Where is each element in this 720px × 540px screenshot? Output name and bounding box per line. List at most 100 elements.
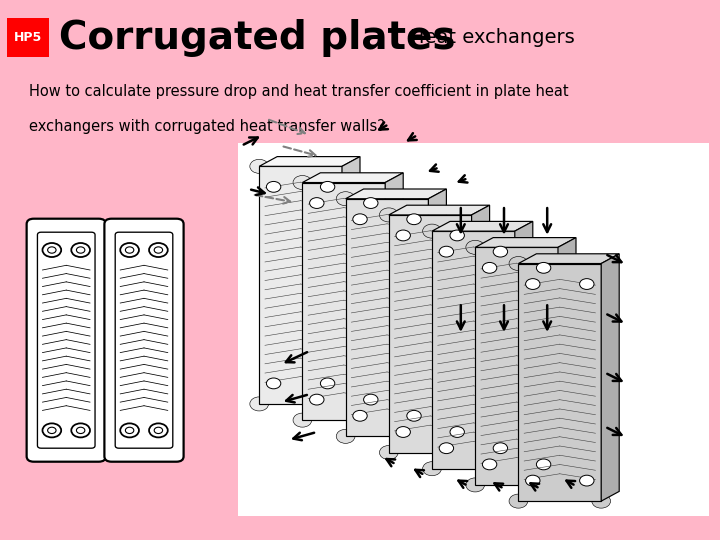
Text: HP5: HP5 — [14, 31, 42, 44]
Text: Corrugated plates: Corrugated plates — [59, 19, 456, 57]
Circle shape — [125, 247, 134, 253]
Circle shape — [580, 475, 594, 486]
Polygon shape — [389, 205, 490, 215]
Circle shape — [293, 413, 312, 427]
Circle shape — [536, 459, 551, 470]
Circle shape — [120, 243, 139, 257]
Polygon shape — [346, 199, 428, 436]
FancyBboxPatch shape — [27, 219, 106, 462]
Circle shape — [509, 256, 528, 271]
Text: exchangers with corrugated heat transfer walls?: exchangers with corrugated heat transfer… — [29, 119, 384, 134]
Circle shape — [580, 279, 594, 289]
Circle shape — [493, 246, 508, 257]
Circle shape — [396, 427, 410, 437]
Polygon shape — [389, 215, 472, 453]
Circle shape — [333, 397, 351, 411]
Circle shape — [407, 410, 421, 421]
Circle shape — [48, 427, 56, 434]
Circle shape — [310, 198, 324, 208]
Text: Heat exchangers: Heat exchangers — [410, 28, 575, 48]
Circle shape — [509, 494, 528, 508]
FancyBboxPatch shape — [104, 219, 184, 462]
Circle shape — [42, 423, 61, 437]
Polygon shape — [475, 238, 576, 247]
Circle shape — [505, 462, 524, 476]
Circle shape — [336, 192, 355, 206]
Circle shape — [493, 443, 508, 454]
Text: How to calculate pressure drop and heat transfer coefficient in plate heat: How to calculate pressure drop and heat … — [29, 84, 568, 99]
Circle shape — [379, 208, 398, 222]
Circle shape — [310, 394, 324, 405]
Circle shape — [396, 230, 410, 241]
Circle shape — [592, 494, 611, 508]
Circle shape — [505, 224, 524, 238]
Circle shape — [423, 224, 441, 238]
Circle shape — [149, 243, 168, 257]
Circle shape — [154, 427, 163, 434]
Polygon shape — [472, 205, 490, 453]
Circle shape — [526, 279, 540, 289]
Circle shape — [42, 243, 61, 257]
Polygon shape — [259, 157, 360, 166]
Circle shape — [364, 394, 378, 405]
Polygon shape — [428, 189, 446, 436]
Circle shape — [419, 192, 438, 206]
Circle shape — [462, 446, 481, 460]
Circle shape — [536, 262, 551, 273]
Circle shape — [293, 176, 312, 190]
Polygon shape — [302, 183, 385, 420]
Circle shape — [376, 413, 395, 427]
Circle shape — [125, 427, 134, 434]
Circle shape — [154, 247, 163, 253]
Circle shape — [353, 214, 367, 225]
Circle shape — [379, 446, 398, 460]
Circle shape — [419, 429, 438, 443]
Polygon shape — [558, 238, 576, 485]
Polygon shape — [302, 173, 403, 183]
Polygon shape — [518, 254, 619, 264]
Circle shape — [48, 247, 56, 253]
Circle shape — [466, 240, 485, 254]
Circle shape — [450, 427, 464, 437]
Circle shape — [320, 378, 335, 389]
Circle shape — [266, 378, 281, 389]
Circle shape — [149, 423, 168, 437]
Polygon shape — [259, 166, 342, 404]
Circle shape — [120, 423, 139, 437]
Circle shape — [482, 459, 497, 470]
Circle shape — [71, 423, 90, 437]
Circle shape — [407, 214, 421, 225]
Polygon shape — [385, 173, 403, 420]
Circle shape — [333, 159, 351, 173]
Circle shape — [250, 159, 269, 173]
Circle shape — [466, 478, 485, 492]
Circle shape — [364, 198, 378, 208]
Polygon shape — [342, 157, 360, 404]
Polygon shape — [432, 221, 533, 231]
Circle shape — [336, 429, 355, 443]
FancyBboxPatch shape — [238, 143, 709, 516]
FancyBboxPatch shape — [7, 18, 49, 57]
Circle shape — [423, 462, 441, 476]
Circle shape — [549, 478, 567, 492]
Circle shape — [250, 397, 269, 411]
Circle shape — [462, 208, 481, 222]
Circle shape — [76, 427, 85, 434]
Circle shape — [376, 176, 395, 190]
Circle shape — [592, 256, 611, 271]
Polygon shape — [515, 221, 533, 469]
Circle shape — [549, 240, 567, 254]
Circle shape — [353, 410, 367, 421]
Circle shape — [76, 247, 85, 253]
Circle shape — [71, 243, 90, 257]
Circle shape — [266, 181, 281, 192]
Circle shape — [439, 443, 454, 454]
Circle shape — [320, 181, 335, 192]
Circle shape — [450, 230, 464, 241]
Polygon shape — [601, 254, 619, 501]
Circle shape — [439, 246, 454, 257]
Polygon shape — [518, 264, 601, 501]
Polygon shape — [475, 247, 558, 485]
Circle shape — [482, 262, 497, 273]
Polygon shape — [346, 189, 446, 199]
